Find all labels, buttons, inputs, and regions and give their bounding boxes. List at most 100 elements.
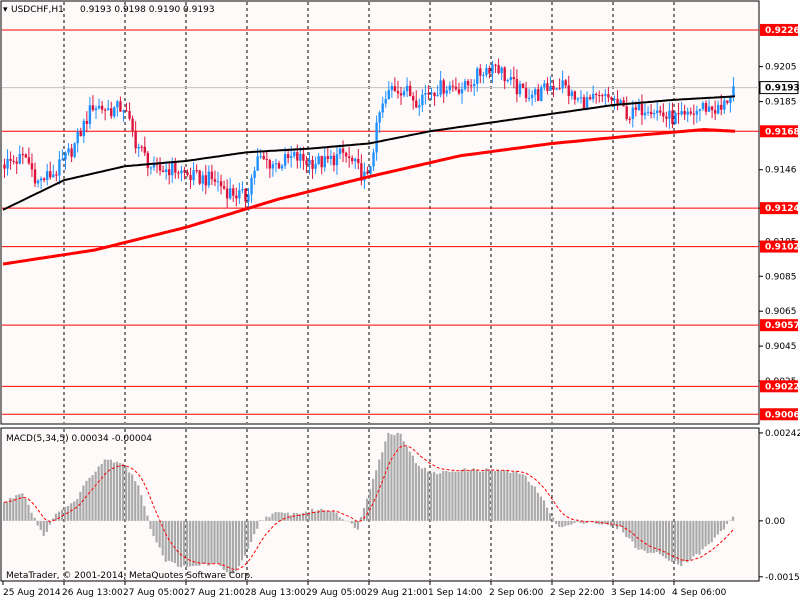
chart-menu-icon[interactable]: ▾ <box>3 5 8 15</box>
candle-body <box>67 148 70 153</box>
time-tick-label: 29 Aug 05:00 <box>306 588 367 598</box>
candle-body <box>524 87 528 99</box>
macd-bar <box>643 520 646 551</box>
candle-body <box>341 148 345 153</box>
candle-body <box>91 105 95 111</box>
time-tick-label: 26 Aug 13:00 <box>62 588 123 598</box>
candle-body <box>466 80 470 86</box>
candle-body <box>177 172 180 174</box>
candle-body <box>451 85 455 87</box>
candle-body <box>427 92 430 94</box>
candle-body <box>631 107 634 119</box>
macd-bar <box>356 520 359 530</box>
macd-bar <box>140 495 143 521</box>
macd-bar <box>268 517 271 521</box>
candle-body <box>506 80 509 82</box>
macd-bar <box>716 520 719 535</box>
macd-title: MACD(5,34,5) 0.00034 -0.00004 <box>6 434 152 444</box>
candle-body <box>384 99 387 104</box>
macd-bar <box>274 512 277 521</box>
candle-body <box>723 100 726 110</box>
macd-bar <box>240 520 244 561</box>
candle-body <box>637 103 641 110</box>
price-tick-label: 0.9205 <box>765 63 797 73</box>
candle-body <box>503 67 506 82</box>
candle-body <box>640 103 644 116</box>
macd-bar <box>106 459 109 521</box>
level-badge-label: 0.9022 <box>765 382 800 392</box>
macd-bar <box>164 520 167 562</box>
candle-body <box>335 154 339 166</box>
macd-bar <box>189 520 192 567</box>
macd-bar <box>722 520 725 530</box>
macd-bar <box>329 511 332 521</box>
macd-bar <box>42 520 45 536</box>
candle-body <box>326 156 329 159</box>
candle-body <box>561 80 564 89</box>
horizontal-levels[interactable] <box>2 29 759 415</box>
candle-body <box>445 90 448 94</box>
macd-bar <box>332 510 335 521</box>
macd-bar <box>182 520 186 566</box>
macd-bar <box>301 512 305 521</box>
candle-body <box>76 131 79 144</box>
candle-body <box>616 98 619 104</box>
macd-bar <box>674 520 677 561</box>
price-tick-label: 0.9045 <box>765 342 797 352</box>
macd-bar <box>134 481 137 521</box>
candle-body <box>713 110 717 114</box>
candle-body <box>390 86 394 91</box>
grid <box>63 2 675 580</box>
candle-body <box>656 110 659 114</box>
candle-body <box>216 181 220 183</box>
candle-body <box>113 107 116 117</box>
time-tick-label: 3 Sep 14:00 <box>611 588 666 598</box>
macd-bar <box>27 504 30 521</box>
moving-averages <box>2 95 736 266</box>
macd-bar <box>433 471 436 521</box>
macd-bar <box>686 520 689 563</box>
macd-bar <box>661 520 664 557</box>
candle-body <box>250 177 253 195</box>
candle-body <box>399 93 403 96</box>
macd-bar <box>561 520 564 528</box>
candle-body <box>302 153 305 161</box>
macd-bar <box>405 446 408 521</box>
time-tick-label: 2 Sep 06:00 <box>489 588 544 598</box>
candle-body <box>552 86 555 90</box>
macd-bar <box>512 472 515 521</box>
price-tick-label: 0.9085 <box>765 272 797 282</box>
macd-bar <box>12 498 15 521</box>
macd-bar <box>503 470 506 521</box>
macd-bar <box>619 520 622 527</box>
macd-bar <box>597 520 600 525</box>
candle-body <box>180 170 183 174</box>
candle-body <box>244 188 247 202</box>
macd-bar <box>484 468 488 521</box>
candle-body <box>652 113 656 115</box>
macd-bar <box>469 470 472 521</box>
macd-bar <box>88 477 91 521</box>
candle-body <box>558 88 561 90</box>
candle-body <box>564 80 567 86</box>
candle-body <box>573 91 577 100</box>
time-tick-label: 29 Aug 21:00 <box>367 588 428 598</box>
candle-body <box>164 169 168 173</box>
candle-body <box>323 156 326 168</box>
macd-bar <box>378 459 381 521</box>
macd-signal-line <box>3 445 734 571</box>
candle-body <box>100 105 104 110</box>
macd-bar <box>30 512 33 521</box>
candle-body <box>247 194 250 202</box>
candle-body <box>171 161 174 176</box>
level-badge <box>760 319 798 332</box>
candle-body <box>232 188 235 196</box>
macd-bar <box>365 498 369 521</box>
macd-bar <box>628 520 631 539</box>
macd-bar <box>94 471 97 521</box>
macd-bar <box>64 506 67 521</box>
price-tick-label: 0.9146 <box>765 166 797 176</box>
macd-bar <box>45 520 48 532</box>
macd-bar <box>445 470 448 521</box>
